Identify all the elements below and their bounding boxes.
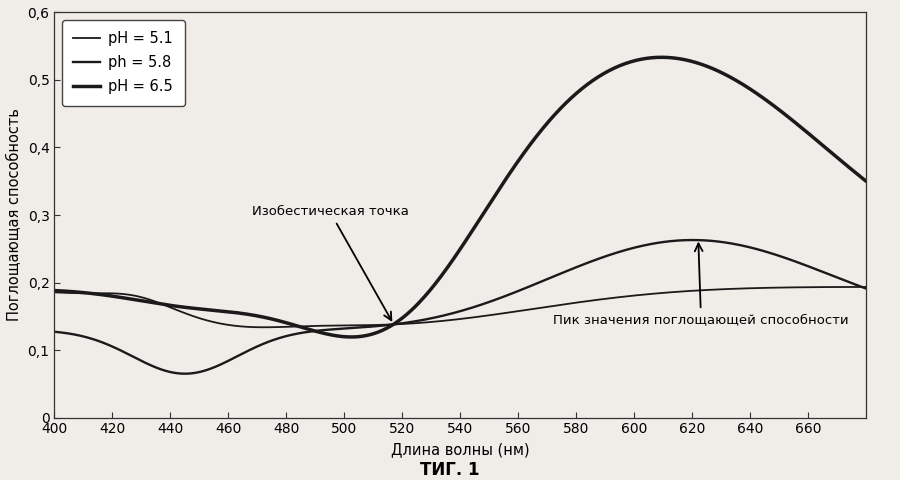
- X-axis label: Длина волны (нм): Длина волны (нм): [392, 442, 530, 457]
- Text: ΤИГ. 1: ΤИГ. 1: [420, 461, 480, 479]
- Text: Пик значения поглощающей способности: Пик значения поглощающей способности: [554, 243, 849, 326]
- Text: Изобестическая точка: Изобестическая точка: [252, 205, 409, 320]
- Legend: pH = 5.1, ph = 5.8, pH = 6.5: pH = 5.1, ph = 5.8, pH = 6.5: [62, 20, 184, 106]
- Y-axis label: Поглощающая способность: Поглощающая способность: [7, 108, 22, 322]
